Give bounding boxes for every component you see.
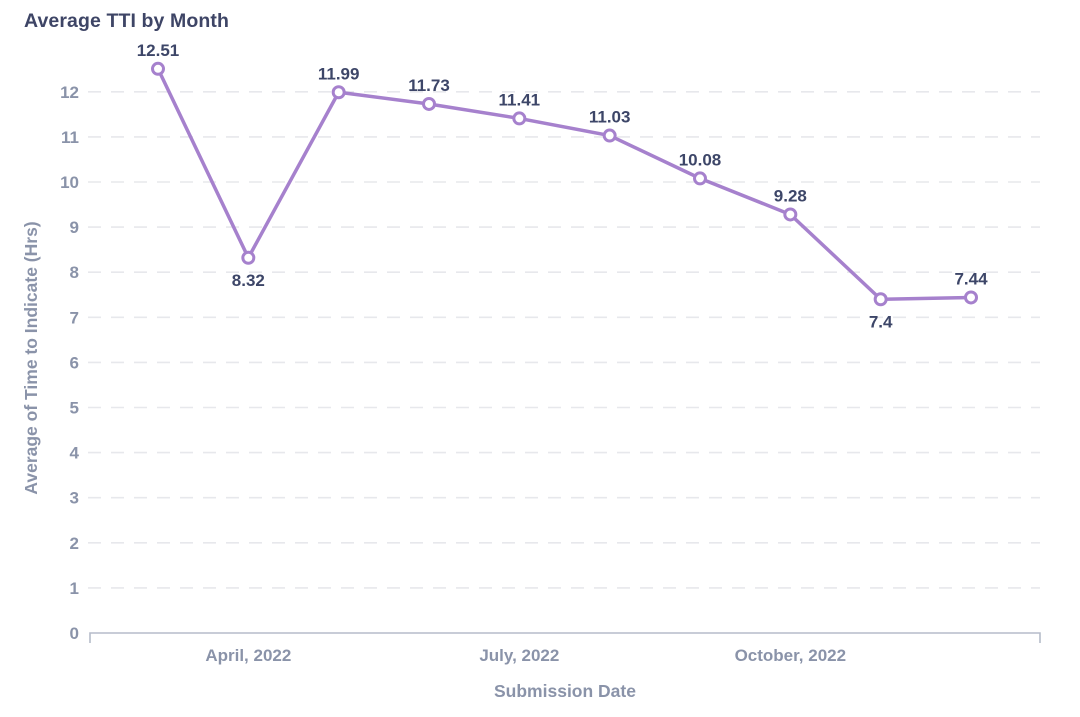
y-tick-label: 0 <box>70 624 79 643</box>
data-point-label: 7.4 <box>869 312 893 331</box>
x-axis-title: Submission Date <box>494 681 636 701</box>
x-axis-line <box>89 632 1041 643</box>
x-tick-label: July, 2022 <box>479 646 559 665</box>
y-tick-label: 3 <box>70 489 79 508</box>
data-point-label: 8.32 <box>232 271 265 290</box>
data-point-label: 11.03 <box>589 108 631 127</box>
y-tick-label: 6 <box>70 353 79 372</box>
data-point-marker[interactable] <box>873 292 888 307</box>
x-tick-label: October, 2022 <box>735 646 847 665</box>
data-point-marker[interactable] <box>241 250 256 265</box>
y-tick-label: 5 <box>70 399 79 418</box>
y-tick-label: 8 <box>70 263 79 282</box>
trend-line <box>156 67 973 302</box>
y-axis-title: Average of Time to Indicate (Hrs) <box>21 221 41 494</box>
data-point-marker[interactable] <box>422 96 436 111</box>
data-point-marker[interactable] <box>964 290 978 305</box>
data-point-marker[interactable] <box>602 128 617 143</box>
x-tick-label: April, 2022 <box>205 646 291 665</box>
y-tick-label: 11 <box>61 128 79 147</box>
data-point-label: 9.28 <box>774 186 807 205</box>
y-tick-label: 10 <box>60 173 79 192</box>
y-tick-label: 1 <box>70 579 79 598</box>
data-point-label: 7.44 <box>954 269 988 288</box>
y-tick-label: 7 <box>70 308 79 327</box>
data-point-marker[interactable] <box>512 111 527 126</box>
y-tick-label: 2 <box>70 534 79 553</box>
y-tick-label: 12 <box>60 83 79 102</box>
data-point-marker[interactable] <box>693 171 707 186</box>
data-point-label: 11.73 <box>408 76 450 95</box>
data-point-label: 11.41 <box>499 90 541 109</box>
data-point-marker[interactable] <box>151 61 165 76</box>
y-tick-label: 9 <box>70 218 79 237</box>
y-tick-label: 4 <box>70 444 80 463</box>
data-point-label: 10.08 <box>679 150 722 169</box>
chart-title: Average TTI by Month <box>24 10 229 32</box>
data-point-marker[interactable] <box>331 85 346 100</box>
data-point-label: 11.99 <box>318 64 360 83</box>
data-point-marker[interactable] <box>783 207 798 222</box>
data-point-label: 12.51 <box>137 41 180 60</box>
